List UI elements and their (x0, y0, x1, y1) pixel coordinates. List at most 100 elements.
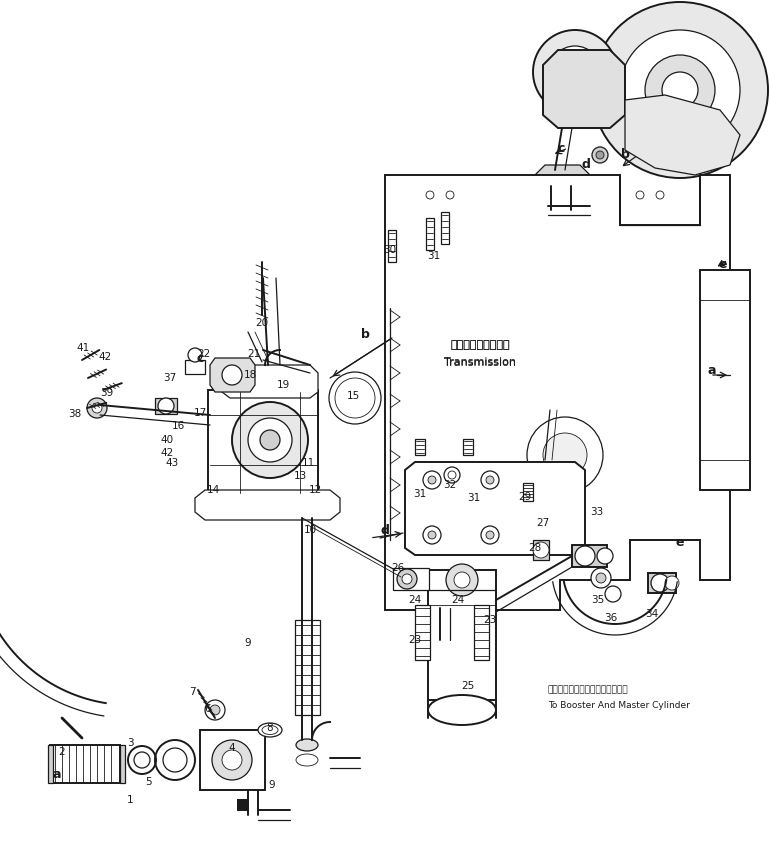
Text: 21: 21 (247, 349, 261, 359)
Text: 36: 36 (604, 613, 618, 623)
Text: 17: 17 (194, 408, 207, 418)
Text: 15: 15 (346, 391, 359, 401)
Ellipse shape (296, 754, 318, 766)
Bar (200, 730, 265, 790)
Circle shape (248, 418, 292, 462)
Circle shape (481, 526, 499, 544)
Bar (533, 540, 549, 560)
Polygon shape (543, 50, 625, 128)
Circle shape (592, 2, 768, 178)
Text: 20: 20 (255, 318, 268, 328)
Text: 19: 19 (276, 380, 290, 390)
Text: 4: 4 (229, 743, 235, 753)
Ellipse shape (428, 695, 496, 725)
Text: b: b (361, 328, 369, 342)
Circle shape (423, 471, 441, 489)
Circle shape (481, 471, 499, 489)
Bar (50, 745, 120, 783)
Circle shape (592, 147, 608, 163)
Circle shape (446, 191, 454, 199)
Text: 10: 10 (304, 525, 317, 535)
Circle shape (205, 700, 225, 720)
Text: To Booster And Master Cylinder: To Booster And Master Cylinder (548, 700, 690, 710)
Ellipse shape (258, 723, 282, 737)
Circle shape (596, 151, 604, 159)
Polygon shape (210, 358, 255, 392)
Polygon shape (195, 490, 340, 520)
Bar (155, 398, 177, 414)
Text: 31: 31 (413, 489, 426, 499)
Bar (572, 545, 607, 567)
Bar (545, 168, 573, 186)
Text: 24: 24 (451, 595, 465, 605)
Circle shape (486, 531, 494, 539)
Text: 41: 41 (76, 343, 89, 353)
Text: 42: 42 (99, 352, 112, 362)
Text: c: c (197, 352, 204, 365)
Text: 5: 5 (145, 777, 151, 787)
Text: 3: 3 (126, 738, 133, 748)
Circle shape (260, 430, 280, 450)
Bar (700, 270, 750, 490)
Text: b: b (621, 148, 629, 161)
Ellipse shape (296, 739, 318, 751)
Text: 25: 25 (461, 681, 475, 691)
Text: ブースタおよびマスタシリンダへ: ブースタおよびマスタシリンダへ (548, 685, 628, 695)
Text: 27: 27 (537, 518, 550, 528)
Circle shape (662, 72, 698, 108)
Circle shape (423, 526, 441, 544)
Circle shape (563, 60, 587, 84)
Circle shape (232, 402, 308, 478)
Circle shape (656, 191, 664, 199)
Text: d: d (381, 523, 389, 537)
Text: 43: 43 (165, 458, 179, 468)
Circle shape (222, 365, 242, 385)
Text: e: e (719, 259, 727, 271)
Bar (185, 360, 205, 374)
Bar (428, 570, 496, 700)
Bar (48, 745, 53, 783)
Circle shape (549, 46, 601, 98)
Circle shape (158, 398, 174, 414)
Text: 37: 37 (163, 373, 177, 383)
Ellipse shape (296, 630, 318, 642)
Text: 39: 39 (100, 388, 113, 398)
Text: a: a (708, 364, 716, 377)
Text: 7: 7 (189, 687, 195, 697)
Text: 31: 31 (467, 493, 480, 503)
Ellipse shape (262, 726, 278, 734)
Circle shape (428, 476, 436, 484)
Circle shape (426, 191, 434, 199)
Text: a: a (52, 768, 61, 782)
Text: 22: 22 (197, 349, 210, 359)
Text: 26: 26 (392, 563, 405, 573)
Bar (463, 439, 473, 455)
Ellipse shape (296, 649, 318, 661)
Text: 1: 1 (126, 795, 133, 805)
Text: c: c (557, 142, 564, 154)
Text: 18: 18 (244, 370, 257, 380)
Text: d: d (581, 159, 591, 171)
Polygon shape (405, 462, 585, 555)
Text: 23: 23 (409, 635, 422, 645)
Bar (523, 483, 533, 501)
Text: 12: 12 (308, 485, 322, 495)
Bar (474, 605, 489, 660)
Circle shape (596, 573, 606, 583)
Text: 29: 29 (518, 492, 532, 502)
Circle shape (397, 569, 417, 589)
Polygon shape (222, 365, 318, 398)
Circle shape (188, 348, 202, 362)
Text: トランスミッション: トランスミッション (450, 340, 510, 350)
Circle shape (527, 417, 603, 493)
Circle shape (428, 531, 436, 539)
Bar (415, 439, 425, 455)
Bar (648, 573, 676, 593)
Text: 13: 13 (294, 471, 307, 481)
Text: 42: 42 (160, 448, 173, 458)
Circle shape (222, 750, 242, 770)
Bar (426, 218, 434, 250)
Text: e: e (675, 535, 684, 549)
Text: Transmission: Transmission (444, 357, 516, 367)
Polygon shape (625, 95, 740, 175)
